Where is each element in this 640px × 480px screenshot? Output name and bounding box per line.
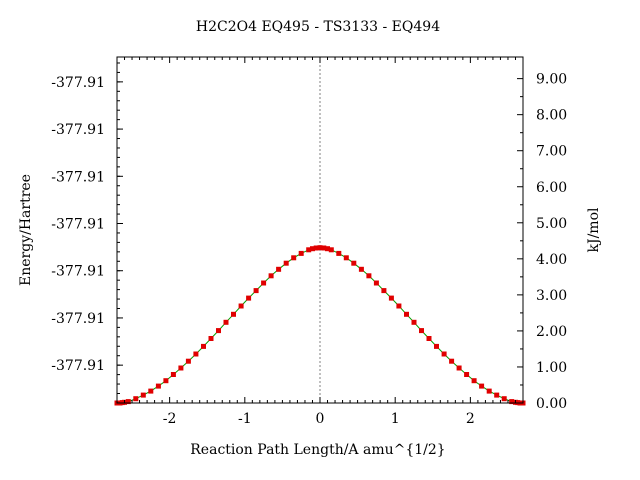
right-tick-label: 3.00 — [536, 288, 567, 304]
left-tick-label: -377.91 — [51, 169, 105, 185]
data-point — [343, 255, 349, 261]
data-point — [178, 365, 184, 371]
data-point — [388, 295, 394, 301]
data-point — [317, 245, 323, 251]
data-point — [201, 343, 206, 349]
data-point — [283, 260, 289, 266]
data-point — [310, 246, 315, 252]
data-point — [170, 372, 176, 377]
chart-title: H2C2O4 EQ495 - TS3133 - EQ494 — [196, 19, 440, 35]
right-tick-label: 2.00 — [536, 324, 567, 340]
data-point — [358, 266, 364, 272]
data-point — [133, 396, 139, 402]
left-tick-label: -377.91 — [51, 122, 105, 138]
data-point — [216, 328, 221, 334]
x-axis-title: Reaction Path Length/A amu^{1/2} — [190, 442, 445, 458]
data-point — [486, 388, 492, 394]
left-tick-label: -377.91 — [51, 75, 105, 91]
data-point — [411, 319, 417, 325]
right-tick-label: 1.00 — [536, 360, 567, 376]
data-point — [148, 388, 154, 394]
data-point — [336, 250, 342, 256]
x-tick-label: 2 — [466, 411, 475, 427]
right-tick-label: 8.00 — [536, 108, 567, 124]
data-point — [125, 399, 131, 405]
data-point — [140, 392, 146, 398]
right-tick-label: 9.00 — [536, 72, 567, 88]
right-tick-label: 4.00 — [536, 252, 567, 268]
data-point — [328, 247, 334, 253]
data-point — [479, 383, 485, 389]
data-point — [185, 358, 191, 364]
data-point — [404, 311, 409, 317]
x-tick-label: 0 — [316, 411, 325, 427]
left-tick-label: -377.91 — [51, 311, 105, 327]
data-point — [373, 280, 379, 286]
data-point — [246, 295, 252, 301]
data-point — [238, 303, 244, 309]
right-axis-title: kJ/mol — [586, 207, 602, 253]
data-point — [396, 303, 402, 309]
data-point — [434, 343, 439, 349]
data-point — [471, 378, 477, 384]
data-point — [419, 328, 424, 334]
data-point — [193, 351, 199, 357]
right-tick-label: 5.00 — [536, 216, 567, 232]
data-point — [223, 319, 229, 325]
data-point — [494, 392, 500, 398]
data-point — [381, 288, 387, 294]
data-point — [155, 383, 161, 389]
data-point — [351, 260, 357, 266]
left-tick-label: -377.91 — [51, 358, 105, 374]
axes: -2 -1 0 1 2 0.00 1.00 2.00 3.00 4.00 5.00 6.00 7.00 8… — [51, 56, 567, 427]
data-point — [449, 358, 455, 364]
data-point — [501, 396, 507, 402]
data-point — [291, 255, 297, 261]
x-tick-label: 1 — [391, 411, 400, 427]
x-tick-label: -2 — [163, 411, 177, 427]
data-point — [509, 399, 515, 405]
x-tick-label: -1 — [238, 411, 252, 427]
data-point — [208, 336, 214, 341]
left-tick-label: -377.91 — [51, 217, 105, 233]
data-point — [276, 266, 282, 272]
data-point — [325, 246, 330, 252]
data-point — [426, 336, 432, 341]
right-tick-label: 6.00 — [536, 180, 567, 196]
left-axis-title: Energy/Hartree — [18, 174, 34, 286]
data-point — [253, 288, 259, 294]
data-point — [298, 250, 304, 256]
data-point — [456, 365, 462, 371]
plot-area — [114, 57, 526, 406]
right-tick-label: 0.00 — [536, 396, 567, 412]
data-point — [231, 311, 236, 317]
data-point — [441, 351, 447, 357]
data-point — [306, 247, 312, 253]
data-point — [464, 372, 470, 377]
left-tick-label: -377.91 — [51, 264, 105, 280]
data-point — [261, 280, 267, 286]
data-point — [268, 273, 274, 279]
data-point — [321, 245, 327, 251]
data-point — [366, 273, 372, 279]
right-tick-label: 7.00 — [536, 144, 567, 160]
data-point — [313, 245, 319, 251]
data-point — [163, 378, 169, 384]
